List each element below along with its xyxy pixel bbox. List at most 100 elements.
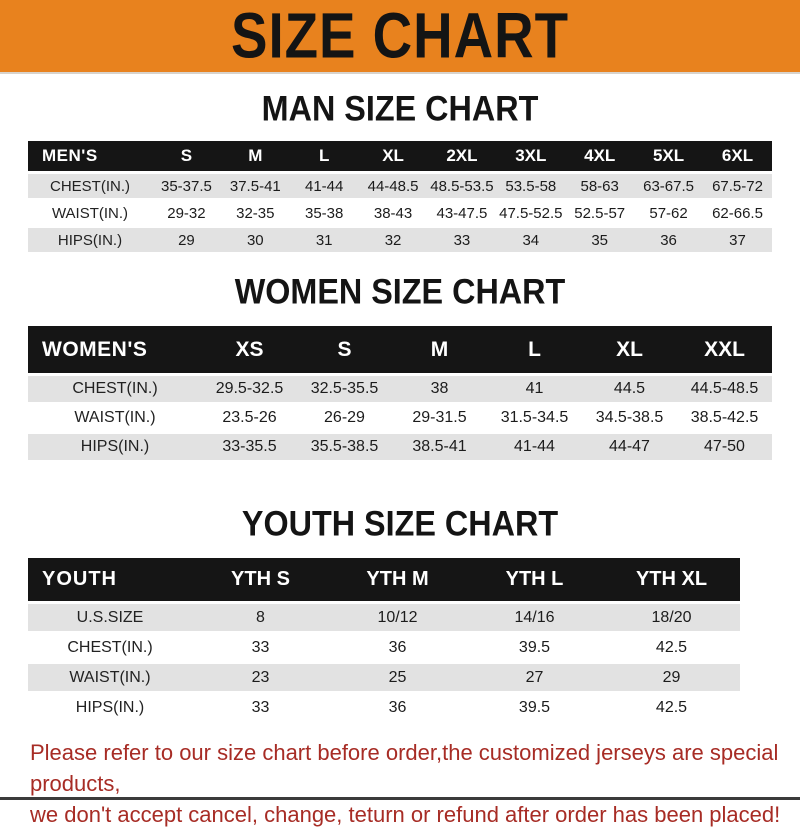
cell: 48.5-53.5	[427, 174, 497, 198]
cell: 58-63	[565, 174, 635, 198]
cell: 34	[496, 228, 566, 252]
cell: 35-38	[289, 201, 359, 225]
column-header: XXL	[677, 326, 772, 373]
bottom-rule	[0, 797, 800, 800]
cell: 29-32	[152, 201, 221, 225]
footer-notice: Please refer to our size chart before or…	[0, 737, 800, 831]
cell: 41-44	[289, 174, 359, 198]
table-row: CHEST(IN.) 29.5-32.5 32.5-35.5 38 41 44.5 44.5…	[28, 376, 772, 402]
cell: 29	[152, 228, 221, 252]
column-header: XS	[202, 326, 297, 373]
table-body: CHEST(IN.) 29.5-32.5 32.5-35.5 38 41 44.5 44.5…	[28, 376, 772, 460]
row-label: HIPS(IN.)	[28, 434, 202, 460]
column-header: 5XL	[634, 141, 703, 171]
cell: 47-50	[677, 434, 772, 460]
cell: 37.5-41	[220, 174, 290, 198]
row-label: CHEST(IN.)	[28, 376, 202, 402]
cell: 26-29	[297, 405, 392, 431]
cell: 41-44	[487, 434, 582, 460]
table-header-label: WOMEN'S	[28, 326, 202, 373]
row-label: WAIST(IN.)	[28, 664, 192, 691]
table-header-label: MEN'S	[28, 141, 152, 171]
cell: 8	[192, 604, 329, 631]
column-header: YTH M	[329, 558, 466, 601]
cell: 33	[192, 634, 329, 661]
banner-title: SIZE CHART	[231, 0, 569, 72]
cell: 14/16	[466, 604, 603, 631]
cell: 44-48.5	[358, 174, 428, 198]
cell: 32	[358, 228, 428, 252]
cell: 42.5	[603, 634, 740, 661]
table-row: WAIST(IN.) 29-32 32-35 35-38 38-43 43-47.5 47.…	[28, 201, 772, 225]
table-header-row: WOMEN'S XS S M L XL XXL	[28, 326, 772, 373]
cell: 39.5	[466, 634, 603, 661]
cell: 29-31.5	[392, 405, 487, 431]
size-table: WOMEN'S XS S M L XL XXL CHEST(IN.) 29.5-32.5 32.…	[28, 323, 772, 463]
cell: 33	[192, 694, 329, 721]
cell: 30	[220, 228, 290, 252]
row-label: CHEST(IN.)	[28, 634, 192, 661]
column-header: 6XL	[703, 141, 772, 171]
cell: 32-35	[220, 201, 290, 225]
table-header-row: MEN'S S M L XL 2XL 3XL 4XL 5XL 6XL	[28, 141, 772, 171]
table-body: U.S.SIZE 8 10/12 14/16 18/20 CHEST(IN.) 33 36 39…	[28, 604, 740, 721]
row-label: CHEST(IN.)	[28, 174, 152, 198]
cell: 27	[466, 664, 603, 691]
cell: 34.5-38.5	[582, 405, 677, 431]
table-row: WAIST(IN.) 23 25 27 29	[28, 664, 740, 691]
cell: 36	[634, 228, 703, 252]
cell: 35.5-38.5	[297, 434, 392, 460]
table-row: WAIST(IN.) 23.5-26 26-29 29-31.5 31.5-34.5 34…	[28, 405, 772, 431]
cell: 44-47	[582, 434, 677, 460]
row-label: WAIST(IN.)	[28, 405, 202, 431]
banner: SIZE CHART	[0, 0, 800, 74]
cell: 25	[329, 664, 466, 691]
cell: 44.5-48.5	[677, 376, 772, 402]
section-title: MAN SIZE CHART	[261, 88, 539, 129]
cell: 35	[565, 228, 635, 252]
column-header: M	[392, 326, 487, 373]
notice-line-1: Please refer to our size chart before or…	[30, 740, 779, 797]
cell: 44.5	[582, 376, 677, 402]
column-header: S	[297, 326, 392, 373]
notice-line-2: we don't accept cancel, change, teturn o…	[30, 802, 781, 828]
cell: 38.5-41	[392, 434, 487, 460]
cell: 31	[289, 228, 359, 252]
cell: 67.5-72	[703, 174, 772, 198]
cell: 37	[703, 228, 772, 252]
cell: 36	[329, 634, 466, 661]
cell: 38.5-42.5	[677, 405, 772, 431]
column-header: L	[289, 141, 359, 171]
cell: 62-66.5	[703, 201, 772, 225]
cell: 32.5-35.5	[297, 376, 392, 402]
row-label: HIPS(IN.)	[28, 694, 192, 721]
cell: 29	[603, 664, 740, 691]
column-header: YTH S	[192, 558, 329, 601]
table-body: CHEST(IN.) 35-37.5 37.5-41 41-44 44-48.5 48.5…	[28, 174, 772, 252]
size-table: MEN'S S M L XL 2XL 3XL 4XL 5XL 6XL CHEST(IN.) 35-3…	[28, 138, 772, 255]
cell: 18/20	[603, 604, 740, 631]
cell: 63-67.5	[634, 174, 703, 198]
row-label: WAIST(IN.)	[28, 201, 152, 225]
column-header: M	[220, 141, 290, 171]
cell: 43-47.5	[427, 201, 497, 225]
column-header: XL	[358, 141, 428, 171]
column-header: XL	[582, 326, 677, 373]
cell: 53.5-58	[496, 174, 566, 198]
cell: 29.5-32.5	[202, 376, 297, 402]
column-header: 4XL	[565, 141, 635, 171]
cell: 42.5	[603, 694, 740, 721]
column-header: S	[152, 141, 221, 171]
row-label: HIPS(IN.)	[28, 228, 152, 252]
column-header: L	[487, 326, 582, 373]
row-label: U.S.SIZE	[28, 604, 192, 631]
table-row: U.S.SIZE 8 10/12 14/16 18/20	[28, 604, 740, 631]
chart-section: WOMEN SIZE CHART WOMEN'S XS S M L XL XXL CHEST…	[0, 272, 800, 463]
cell: 23.5-26	[202, 405, 297, 431]
chart-section: YOUTH SIZE CHART YOUTH YTH S YTH M YTH L YTH…	[0, 503, 800, 724]
cell: 38	[392, 376, 487, 402]
section-title: YOUTH SIZE CHART	[241, 503, 559, 544]
cell: 52.5-57	[565, 201, 635, 225]
cell: 33	[427, 228, 497, 252]
cell: 31.5-34.5	[487, 405, 582, 431]
